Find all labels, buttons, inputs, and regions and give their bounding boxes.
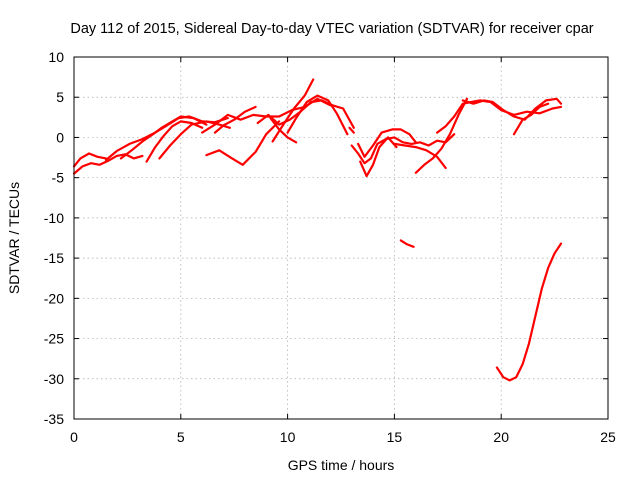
series-line-s15: [350, 133, 456, 165]
y-tick-label: -20: [44, 290, 64, 306]
series-line-s10: [256, 99, 355, 129]
x-tick-label: 0: [70, 429, 78, 445]
series-line-s16: [357, 128, 417, 158]
y-tick-label: -35: [44, 411, 64, 427]
x-tick-label: 20: [493, 429, 509, 445]
series-line-s24: [495, 242, 563, 382]
chart-title: Day 112 of 2015, Sidereal Day-to-day VTE…: [70, 21, 593, 37]
series-line-s11: [271, 78, 315, 143]
series-line-s1: [72, 153, 144, 175]
y-tick-label: -10: [44, 210, 64, 226]
series-line-s4: [119, 115, 208, 160]
series-line-s5: [145, 120, 204, 163]
y-axis-label: SDTVAR / TECUs: [6, 182, 22, 294]
series-line-s23: [399, 239, 415, 248]
y-tick-label: -30: [44, 371, 64, 387]
x-axis-label: GPS time / hours: [288, 457, 395, 473]
y-tick-label: 5: [56, 89, 64, 105]
series-line-s8: [205, 120, 281, 166]
series-line-s22: [512, 102, 550, 136]
series-line-s9: [213, 105, 257, 134]
x-tick-label: 10: [280, 429, 296, 445]
series-line-s2: [72, 152, 108, 168]
series-line-s13: [269, 117, 298, 144]
series-line-s18: [393, 142, 447, 170]
series-line-s17: [359, 136, 398, 178]
series-line-s12: [286, 94, 349, 136]
series-line-s19: [414, 97, 469, 174]
series-line-s21: [461, 97, 563, 121]
grid: [74, 57, 608, 419]
y-tick-label: 10: [48, 49, 64, 65]
y-tick-label: -15: [44, 250, 64, 266]
x-tick-label: 25: [600, 429, 616, 445]
y-tick-label: 0: [56, 129, 64, 145]
series-layer: [72, 78, 563, 382]
x-tick-label: 5: [177, 429, 185, 445]
y-tick-label: -5: [52, 170, 65, 186]
y-tick-label: -25: [44, 331, 64, 347]
x-tick-label: 15: [387, 429, 403, 445]
plot-frame: [73, 56, 609, 420]
series-line-s6: [158, 120, 231, 160]
ticks: 0 5 10 15 20 25 10 5 0 -5 -10 -15 -20 -25 -30 -35: [44, 49, 616, 445]
series-line-s14: [348, 126, 355, 134]
